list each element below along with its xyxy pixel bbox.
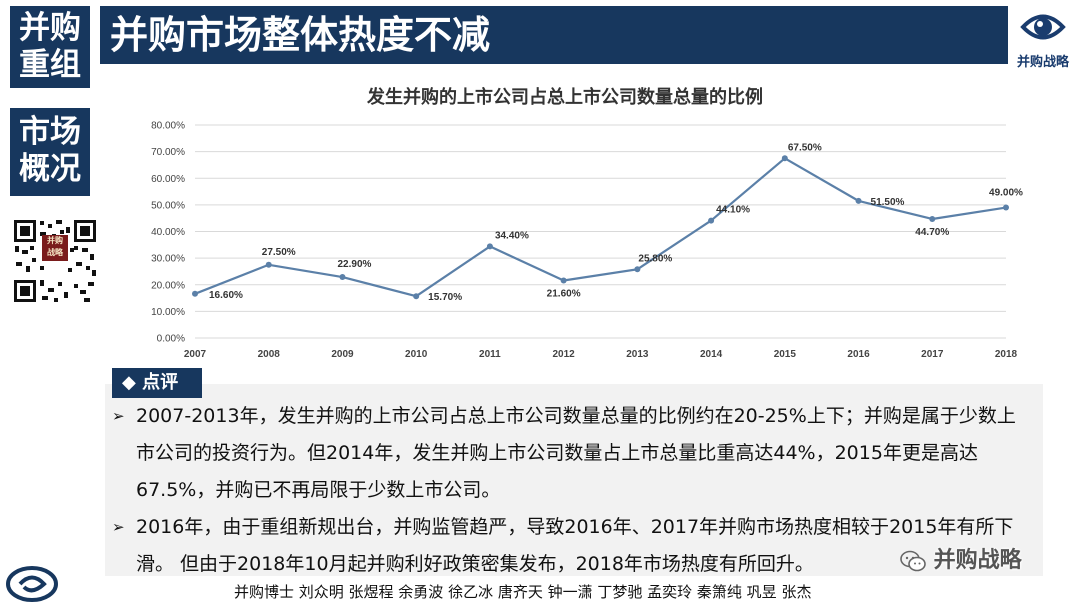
watermark-text: 并购战略 <box>933 548 1022 573</box>
x-tick-label: 2017 <box>921 349 944 360</box>
swirl-logo-icon <box>6 566 58 602</box>
data-point <box>265 261 272 268</box>
y-tick-label: 50.00% <box>151 200 185 211</box>
x-tick-label: 2007 <box>184 349 207 360</box>
y-tick-label: 10.00% <box>151 307 185 318</box>
qr-code-icon <box>12 218 98 304</box>
data-label: 49.00% <box>989 188 1023 199</box>
section-label-mna: 并购 重组 <box>10 6 90 88</box>
data-label: 22.90% <box>337 259 371 270</box>
section-label-line: 市场 <box>19 114 81 150</box>
x-tick-label: 2018 <box>995 349 1018 360</box>
section-label-market: 市场 概况 <box>10 108 90 196</box>
data-label: 44.10% <box>716 205 750 216</box>
y-tick-label: 20.00% <box>151 280 185 291</box>
commentary-heading: ◆ 点评 <box>112 368 202 398</box>
y-tick-label: 70.00% <box>151 147 185 158</box>
qr-code: 并购 战略 <box>12 218 98 304</box>
y-tick-label: 80.00% <box>151 121 185 132</box>
commentary-list: ➢ 2007-2013年，发生并购的上市公司占总上市公司数量总量的比例约在20-… <box>112 398 1030 583</box>
x-tick-label: 2015 <box>774 349 797 360</box>
section-label-line: 并购 <box>19 10 81 46</box>
x-tick-label: 2014 <box>700 349 723 360</box>
commentary-panel <box>105 384 1043 576</box>
data-point <box>413 293 420 300</box>
commentary-item: ➢ 2007-2013年，发生并购的上市公司占总上市公司数量总量的比例约在20-… <box>112 398 1030 509</box>
x-tick-label: 2016 <box>847 349 870 360</box>
x-tick-label: 2011 <box>479 349 501 360</box>
series-line <box>194 157 1007 298</box>
chart-canvas: 0.00% 10.00% 20.00% 30.00% 40.00% 50.00% 60.00… <box>151 121 1023 361</box>
data-label: 44.70% <box>915 227 949 238</box>
commentary-text: 2007-2013年，发生并购的上市公司占总上市公司数量总量的比例约在20-25… <box>136 405 1016 501</box>
data-point <box>855 197 862 204</box>
section-label-line: 概况 <box>19 151 81 187</box>
wechat-watermark: 并购战略 <box>900 542 1022 574</box>
commentary-text: 2016年，由于重组新规出台，并购监管趋严，导致2016年、2017年并购市场热… <box>136 516 1014 575</box>
data-point <box>708 217 715 224</box>
author-list: 并购博士 刘众明 张煜程 余勇波 徐乙冰 唐齐天 钟一潇 丁梦驰 孟奕玲 秦箫纯… <box>234 583 812 601</box>
logo-text: 并购战略 <box>1016 55 1069 70</box>
y-tick-label: 60.00% <box>151 174 185 185</box>
data-label: 27.50% <box>262 247 296 258</box>
data-point <box>929 215 936 222</box>
data-label: 67.50% <box>788 142 822 153</box>
data-point <box>486 243 493 250</box>
page-title: 并购市场整体热度不减 <box>110 13 491 57</box>
data-label: 51.50% <box>871 197 905 208</box>
data-point <box>560 277 567 284</box>
data-label: 25.80% <box>638 253 672 264</box>
x-tick-label: 2013 <box>626 349 649 360</box>
brand-logo: 并购战略 <box>1012 8 1074 70</box>
section-label-line: 重组 <box>19 47 81 83</box>
arrow-bullet-icon: ➢ <box>112 518 125 536</box>
wechat-icon <box>900 550 926 572</box>
commentary-item: ➢ 2016年，由于重组新规出台，并购监管趋严，导致2016年、2017年并购市… <box>112 509 1030 583</box>
chart-title: 发生并购的上市公司占总上市公司数量总量的比例 <box>367 87 763 108</box>
x-tick-label: 2009 <box>331 349 354 360</box>
data-label: 16.60% <box>209 290 243 301</box>
eye-logo-icon <box>1020 14 1066 40</box>
footer-logo <box>6 565 58 603</box>
arrow-bullet-icon: ➢ <box>112 407 125 425</box>
data-point <box>634 266 641 273</box>
data-point <box>339 274 346 281</box>
y-tick-label: 0.00% <box>157 334 185 345</box>
data-point <box>192 290 198 297</box>
y-tick-label: 40.00% <box>151 227 185 238</box>
x-tick-label: 2010 <box>405 349 428 360</box>
data-point <box>781 155 788 162</box>
header-bar <box>100 6 1008 64</box>
data-point <box>1003 204 1009 211</box>
data-label: 21.60% <box>547 288 581 299</box>
x-tick-label: 2008 <box>258 349 281 360</box>
data-label: 15.70% <box>428 292 462 303</box>
line-chart: 发生并购的上市公司占总上市公司数量总量的比例 0.00% 10.00% 20.00%… <box>100 75 1030 365</box>
data-label: 34.40% <box>495 230 529 241</box>
qr-badge: 并购 战略 <box>42 235 68 261</box>
y-tick-label: 30.00% <box>151 254 185 265</box>
x-tick-label: 2012 <box>553 349 576 360</box>
